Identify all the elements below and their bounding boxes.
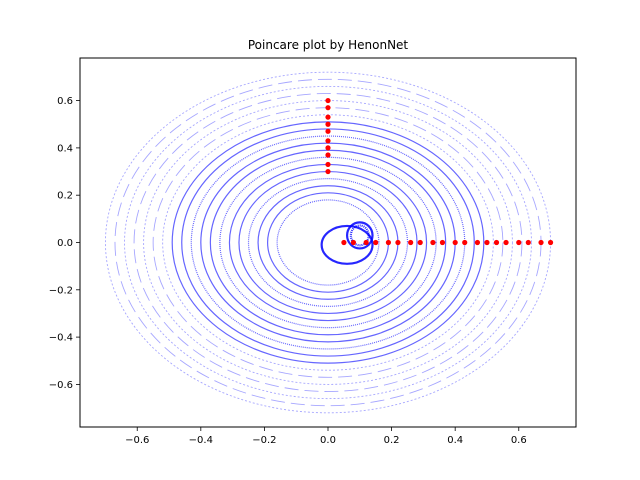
- orbit-ring: [247, 178, 409, 307]
- initial-point: [325, 168, 331, 175]
- x-tick-label: −0.2: [252, 435, 276, 446]
- y-tick-label: −0.4: [49, 333, 73, 344]
- initial-point: [516, 239, 522, 246]
- initial-point: [385, 239, 392, 246]
- orbit-ring: [276, 199, 380, 286]
- orbit-ring: [345, 221, 374, 250]
- x-tick-label: 0.4: [447, 435, 463, 446]
- initial-point: [474, 239, 481, 246]
- initial-point: [325, 128, 331, 134]
- initial-point: [325, 152, 331, 158]
- initial-point: [408, 239, 414, 246]
- orbit-ring: [349, 224, 370, 247]
- initial-point: [493, 239, 500, 246]
- initial-point: [325, 161, 331, 168]
- orbit-ring: [320, 224, 374, 265]
- orbit-ring: [133, 93, 523, 392]
- initial-point: [325, 105, 331, 111]
- y-tick-label: 0.6: [57, 96, 73, 107]
- initial-point: [547, 239, 554, 246]
- initial-points-layer: [325, 97, 554, 246]
- initial-point: [503, 239, 509, 246]
- initial-point: [325, 97, 331, 104]
- initial-point: [525, 239, 531, 246]
- y-tick-label: −0.6: [49, 380, 73, 391]
- x-tick-label: 0.2: [384, 435, 400, 446]
- y-tick-label: 0.0: [57, 238, 73, 249]
- initial-point: [325, 145, 331, 151]
- initial-point: [452, 239, 458, 246]
- orbit-ring: [124, 85, 532, 400]
- initial-point: [538, 239, 544, 246]
- initial-point: [439, 239, 446, 246]
- initial-point: [363, 239, 369, 246]
- chart-title: Poincare plot by HenonNet: [248, 38, 409, 52]
- initial-point: [341, 239, 347, 246]
- initial-point: [350, 239, 357, 246]
- initial-point: [325, 114, 331, 120]
- x-tick-label: 0.0: [320, 435, 336, 446]
- orbit-ring: [143, 100, 513, 385]
- x-tick-label: −0.4: [189, 435, 213, 446]
- initial-point: [395, 239, 401, 246]
- x-tick-label: 0.6: [511, 435, 527, 446]
- initial-point: [325, 121, 331, 127]
- initial-point: [484, 239, 490, 246]
- y-tick-label: 0.2: [57, 191, 73, 202]
- y-tick-label: 0.4: [57, 143, 73, 154]
- initial-point: [373, 239, 379, 246]
- initial-point: [430, 239, 436, 246]
- y-tick-label: −0.2: [49, 285, 73, 296]
- initial-point: [462, 239, 468, 246]
- x-tick-label: −0.6: [125, 435, 149, 446]
- initial-point: [417, 239, 423, 246]
- x-axis: −0.6 −0.4 −0.2 0.0 0.2 0.4 0.6: [125, 427, 527, 446]
- y-axis: −0.6 −0.4 −0.2 0.0 0.2 0.4 0.6: [49, 96, 80, 391]
- initial-point: [325, 138, 331, 144]
